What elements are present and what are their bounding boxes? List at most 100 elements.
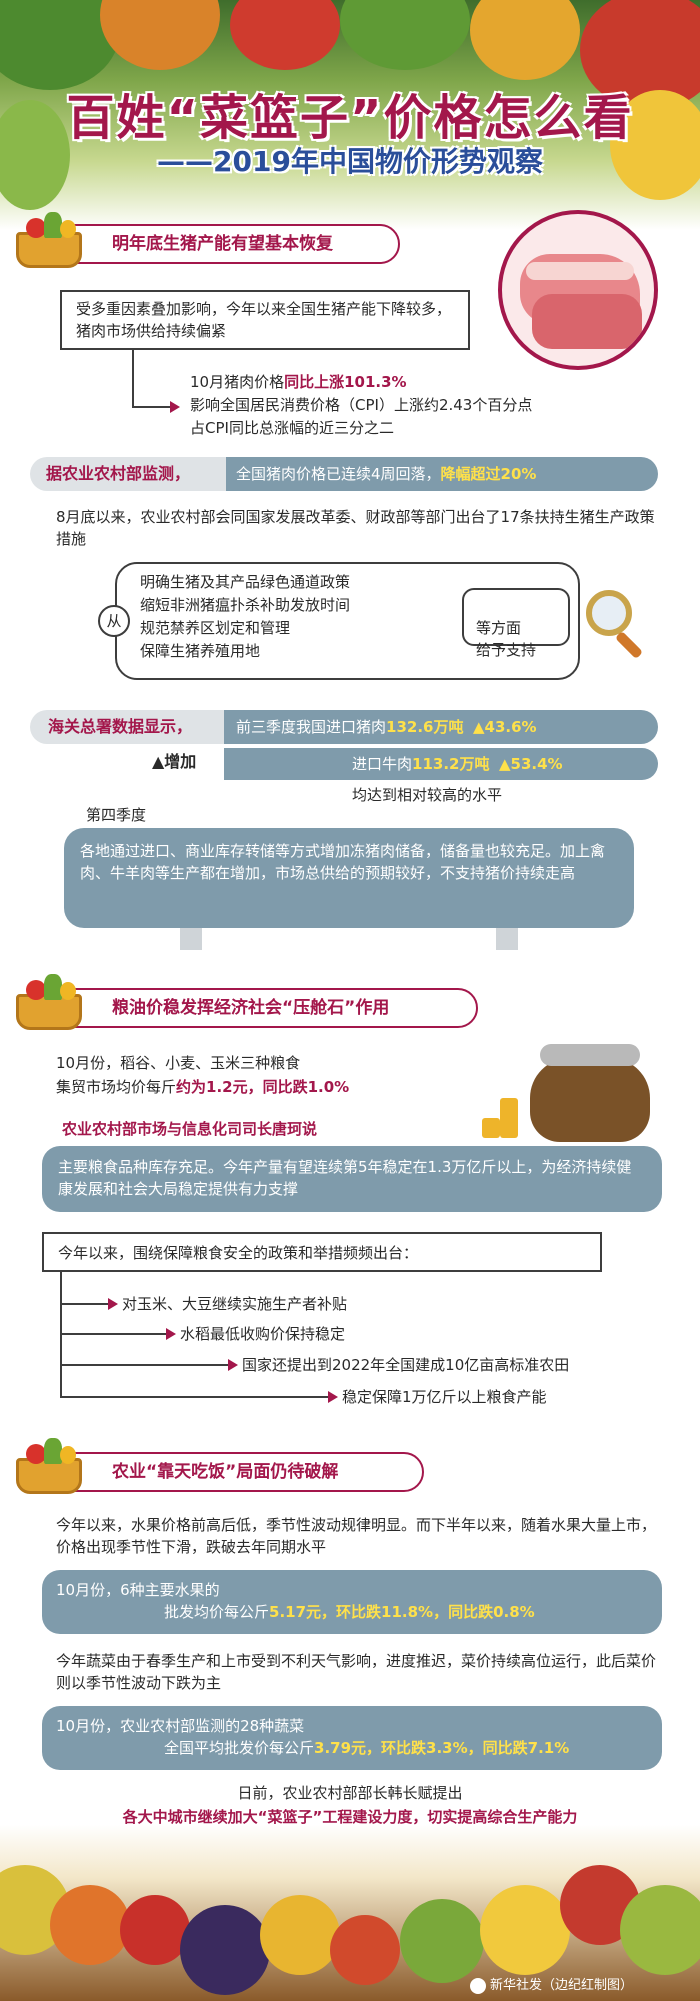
basket-icon [12, 206, 86, 270]
arrow-icon [328, 1391, 338, 1403]
page-title: 百姓“菜篮子”价格怎么看 [66, 90, 634, 146]
veg-box-line1: 10月份，农业农村部监测的28种蔬菜 [56, 1717, 305, 1735]
veg-price-label: 全国平均批发价每公斤 [164, 1739, 315, 1757]
basket-icon [12, 1432, 86, 1496]
credit-text: 新华社发（边纪红制图） [490, 1978, 634, 1993]
fruit-decoration [260, 1895, 340, 1975]
cpi-share: 占CPI同比总涨幅的近三分之二 [190, 419, 394, 437]
pork-import-change: ▲43.6% [473, 718, 537, 736]
support-box: 等方面 给予支持 [462, 588, 570, 659]
quote-text: 主要粮食品种库存充足。今年产量有望连续第5年稳定在1.3万亿斤以上，为经济持续健… [58, 1158, 632, 1198]
ministry-text: 全国猪肉价格已连续4周回落， [236, 465, 441, 483]
xinhua-logo-icon [470, 1977, 486, 1994]
stand-leg [180, 928, 202, 950]
pork-import-volume: 132.6万吨 [386, 718, 464, 736]
cpi-impact: 影响全国居民消费价格（CPI）上涨约2.43个百分点 [190, 396, 533, 414]
grain-price-label: 集贸市场均价每斤 [56, 1078, 177, 1096]
header-banner: 百姓“菜篮子”价格怎么看 ——2019年中国物价形势观察 [0, 0, 700, 230]
credit-line: 新华社发（边纪红制图） [470, 1975, 633, 1997]
closing-line2: 各大中城市继续加大“菜篮子”工程建设力度，切实提高综合生产能力 [122, 1808, 578, 1826]
veg-text: 今年蔬菜由于春季生产和上市受到不利天气影响，进度推迟，菜价持续高位运行，此后菜价… [56, 1652, 657, 1692]
measure-item: 稳定保障1万亿斤以上粮食产能 [342, 1388, 547, 1406]
pork-price-change: 同比上涨101.3% [284, 373, 407, 391]
ministry-source: 据农业农村部监测， [46, 464, 191, 483]
grain-line1: 10月份，稻谷、小麦、玉米三种粮食 [56, 1054, 301, 1072]
vegetable-decoration [230, 0, 340, 70]
section2-heading-text: 粮油价稳发挥经济社会“压舱石”作用 [112, 998, 390, 1018]
measures-box: 今年以来，围绕保障粮食安全的政策和举措频频出台： [42, 1232, 602, 1272]
policy-item: 保障生猪养殖用地 [140, 642, 261, 660]
from-label: 从 [106, 612, 122, 630]
veg-price-value: 3.79元，环比跌3.3%，同比跌7.1% [314, 1739, 570, 1757]
connector-line [132, 350, 134, 408]
vegetable-decoration [340, 0, 470, 70]
section2-heading: 粮油价稳发挥经济社会“压舱石”作用 [30, 988, 478, 1028]
connector-line [60, 1396, 330, 1398]
measures-intro: 今年以来，围绕保障粮食安全的政策和举措频频出台： [58, 1244, 419, 1262]
quote-box: 主要粮食品种库存充足。今年产量有望连续第5年稳定在1.3万亿斤以上，为经济持续健… [42, 1146, 662, 1212]
from-circle: 从 [98, 605, 130, 637]
intro-text: 受多重因素叠加影响，今年以来全国生猪产能下降较多，猪肉市场供给持续偏紧 [76, 300, 452, 340]
fruit-price-value: 5.17元，环比跌11.8%，同比跌0.8% [269, 1603, 535, 1621]
basket-icon [12, 968, 86, 1032]
fruit-decoration [50, 1885, 130, 1965]
import-summary: 均达到相对较高的水平 [352, 786, 503, 804]
grain-price-value: 约为1.2元，同比跌1.0% [176, 1078, 350, 1096]
fruit-decoration [330, 1915, 400, 1985]
official-name: 农业农村部市场与信息化司司长唐珂说 [62, 1120, 318, 1138]
intro-box: 受多重因素叠加影响，今年以来全国生猪产能下降较多，猪肉市场供给持续偏紧 [60, 290, 470, 350]
beef-import-change: ▲53.4% [499, 755, 563, 773]
policy-item: 规范禁养区划定和管理 [140, 619, 291, 637]
arrow-icon [166, 1328, 176, 1340]
vegetable-decoration [470, 0, 580, 80]
q4-text: 各地通过进口、商业库存转储等方式增加冻猪肉储备，储备量也较充足。加上禽肉、牛羊肉… [80, 842, 606, 882]
beef-import-label: 进口牛肉 [352, 755, 413, 773]
policy-text: 8月底以来，农业农村部会同国家发展改革委、财政部等部门出台了17条扶持生猪生产政… [56, 508, 655, 548]
arrow-icon [108, 1298, 118, 1310]
ministry-highlight: 降幅超过20% [440, 465, 537, 483]
fruit-price-box: 10月份，6种主要水果的 批发均价每公斤5.17元，环比跌11.8%，同比跌0.… [42, 1570, 662, 1634]
measure-item: 国家还提出到2022年全国建成10亿亩高标准农田 [242, 1356, 570, 1374]
pork-import-label: 前三季度我国进口猪肉 [236, 718, 387, 736]
pork-import-pill: 前三季度我国进口猪肉132.6万吨 ▲43.6% [224, 710, 658, 744]
fruit-price-label: 批发均价每公斤 [164, 1603, 270, 1621]
support-label: 等方面 给予支持 [476, 619, 537, 659]
ministry-data-pill: 全国猪肉价格已连续4周回落，降幅超过20% [226, 457, 658, 491]
increase-label: ▲增加 [152, 752, 197, 771]
section1-heading-text: 明年底生猪产能有望基本恢复 [112, 234, 333, 254]
connector-line [60, 1364, 230, 1366]
vegetable-decoration [610, 90, 700, 200]
section3-heading-text: 农业“靠天吃饭”局面仍待破解 [112, 1462, 339, 1482]
fruit-decoration [120, 1895, 190, 1965]
grain-line2: 集贸市场均价每斤约为1.2元，同比跌1.0% [56, 1076, 349, 1098]
ministry-source-pill: 据农业农村部监测， [30, 457, 250, 491]
beef-import-volume: 113.2万吨 [412, 755, 490, 773]
section1-heading: 明年底生猪产能有望基本恢复 [30, 224, 400, 264]
policy-item: 明确生猪及其产品绿色通道政策 [140, 573, 351, 591]
vegetable-decoration [580, 0, 700, 110]
connector-line [132, 406, 172, 408]
pork-image [498, 210, 658, 370]
measure-item: 对玉米、大豆继续实施生产者补贴 [122, 1295, 348, 1313]
connector-line [60, 1272, 62, 1398]
arrow-icon [170, 401, 180, 413]
beef-import-pill: 进口牛肉113.2万吨 ▲53.4% [224, 748, 658, 780]
vegetable-decoration [100, 0, 220, 70]
coin-purse-icon [480, 1034, 660, 1144]
arrow-icon [228, 1359, 238, 1371]
closing-line1: 日前，农业农村部部长韩长赋提出 [237, 1784, 463, 1802]
magnifier-icon [586, 590, 650, 660]
fruit-decoration [400, 1899, 484, 1983]
connector-line [60, 1333, 168, 1335]
q4-box: 各地通过进口、商业库存转储等方式增加冻猪肉储备，储备量也较充足。加上禽肉、牛羊肉… [64, 828, 634, 928]
fruit-decoration [180, 1905, 270, 1995]
connector-line [60, 1303, 110, 1305]
pork-price-label: 10月猪肉价格 [190, 373, 285, 391]
veg-price-box: 10月份，农业农村部监测的28种蔬菜 全国平均批发价每公斤3.79元，环比跌3.… [42, 1706, 662, 1770]
vegetable-decoration [0, 100, 70, 210]
stand-leg [496, 928, 518, 950]
measure-item: 水稻最低收购价保持稳定 [180, 1325, 346, 1343]
fruit-text: 今年以来，水果价格前高后低，季节性波动规律明显。而下半年以来，随着水果大量上市，… [56, 1516, 657, 1556]
pork-price: 10月猪肉价格同比上涨101.3% [190, 371, 407, 393]
policy-item: 缩短非洲猪瘟扑杀补助发放时间 [140, 596, 351, 614]
